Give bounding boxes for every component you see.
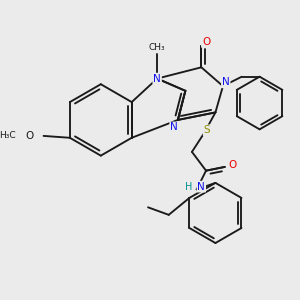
Text: H₃C: H₃C xyxy=(0,131,15,140)
Text: O: O xyxy=(26,131,34,141)
Text: H: H xyxy=(185,182,193,192)
Text: N: N xyxy=(170,122,178,132)
Text: O: O xyxy=(202,37,210,47)
Text: O: O xyxy=(228,160,236,170)
Text: N: N xyxy=(153,74,161,84)
Text: S: S xyxy=(204,125,210,135)
Text: CH₃: CH₃ xyxy=(149,43,166,52)
Text: N: N xyxy=(222,77,230,87)
Text: N: N xyxy=(197,182,205,192)
